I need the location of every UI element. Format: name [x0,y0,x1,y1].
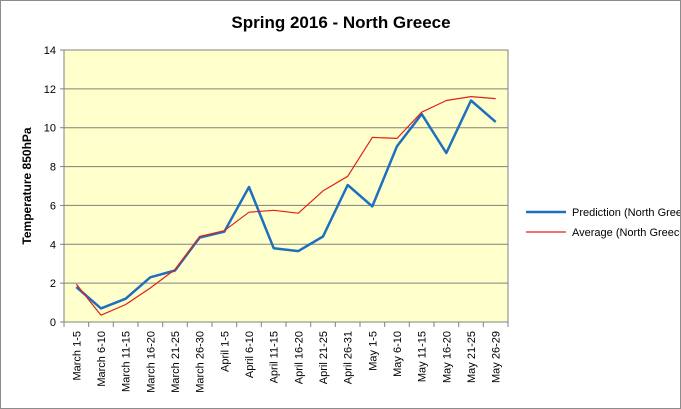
x-tick-label: March 26-30 [195,331,207,393]
y-axis-title: Temperature 850hPa [20,127,34,244]
y-tick-label: 10 [44,123,56,135]
x-tick-label: April 16-20 [293,331,305,384]
y-tick-label: 4 [50,239,56,251]
x-tick-label: May 1-5 [367,331,379,371]
x-tick-label: March 6-10 [96,331,108,387]
x-tick-label: April 21-25 [318,331,330,384]
legend-label: Average (North Greece) [572,227,680,239]
y-tick-label: 6 [50,200,56,212]
y-tick-label: 12 [44,84,56,96]
y-tick-label: 14 [44,45,56,57]
y-tick-label: 0 [50,317,56,329]
gridlines [64,88,508,284]
x-tick-label: April 1-5 [219,331,231,372]
x-tick-label: April 26-31 [343,331,355,384]
x-tick-label: March 21-25 [170,331,182,393]
plot-area [63,49,509,323]
x-tick-label: March 1-5 [71,331,83,381]
x-tick-label: May 21-25 [466,331,478,383]
x-tick-label: May 11-15 [417,331,429,382]
x-tick-label: April 11-15 [269,331,281,383]
prediction-series-line [75,99,497,310]
average-series-line [75,95,496,316]
series-lines [75,95,497,316]
x-axis: March 1-5 March 6-10 March 11-15 March 16-2… [63,322,509,393]
chart-title: Spring 2016 - North Greece [231,13,450,32]
x-tick-label: April 6-10 [244,331,256,378]
x-tick-label: March 16-20 [145,331,157,393]
x-tick-label: May 16-20 [441,331,453,383]
y-axis: 0 2 4 6 8 10 12 14 [44,45,64,329]
x-tick-label: May 6-10 [392,331,404,377]
x-tick-label: May 26-29 [491,331,503,383]
y-tick-label: 8 [50,162,56,174]
legend-label: Prediction (North Greece) [572,207,680,219]
y-tick-label: 2 [50,278,56,290]
legend: Prediction (North Greece) Average (North … [526,207,680,239]
x-tick-label: March 11-15 [121,331,133,392]
